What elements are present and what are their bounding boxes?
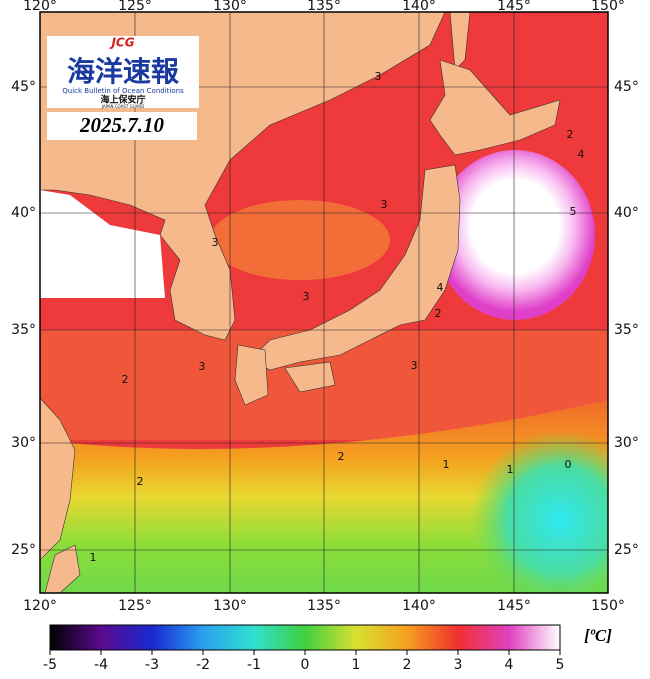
contour-label: 4 xyxy=(437,281,444,294)
lat-label-left: 35° xyxy=(11,322,36,338)
land xyxy=(40,397,76,561)
land xyxy=(449,12,471,71)
lon-label-bottom: 120° xyxy=(23,598,57,614)
colorbar-tick-label: 2 xyxy=(403,657,412,673)
logo-box xyxy=(47,36,199,108)
colorbar-tick-label: -3 xyxy=(145,657,159,673)
contour-label: 1 xyxy=(507,463,514,476)
lat-label-left: 40° xyxy=(11,205,36,221)
lat-label-right: 40° xyxy=(614,205,639,221)
logo-title: 海洋速報 xyxy=(67,55,180,88)
lon-label-top: 140° xyxy=(402,0,436,14)
map-frame xyxy=(39,11,609,594)
lon-label-bottom: 130° xyxy=(213,598,247,614)
colorbar-tick-label: 1 xyxy=(352,657,361,673)
graticule xyxy=(40,12,608,593)
colorbar-tick-label: 5 xyxy=(556,657,565,673)
land xyxy=(234,344,269,406)
lon-label-bottom: 140° xyxy=(402,598,436,614)
contour-label: 2 xyxy=(338,450,345,463)
contour-label: 3 xyxy=(381,198,388,211)
contour-label: 1 xyxy=(90,551,97,564)
contour-label: 3 xyxy=(411,359,418,372)
logo-mark: JCG xyxy=(109,36,134,50)
contour-label: 2 xyxy=(122,373,129,386)
contour-label: 2 xyxy=(435,307,442,320)
contour-label: 3 xyxy=(212,236,219,249)
lon-label-top: 120° xyxy=(23,0,57,14)
logo-subtitle: Quick Bulletin of Ocean Conditions xyxy=(62,87,184,95)
colorbar-tick-label: -4 xyxy=(94,657,108,673)
land xyxy=(429,59,561,156)
colorbar-tick-label: 3 xyxy=(454,657,463,673)
lon-label-bottom: 145° xyxy=(497,598,531,614)
lat-label-left: 25° xyxy=(11,542,36,558)
logo-agency-en: JAPAN COAST GUARD xyxy=(101,104,145,109)
date-box xyxy=(47,112,197,140)
sea xyxy=(435,150,595,320)
sea xyxy=(470,430,608,593)
lon-label-top: 125° xyxy=(118,0,152,14)
date: 2025.7.10 xyxy=(79,113,165,137)
lon-label-top: 145° xyxy=(497,0,531,14)
colorbar xyxy=(49,624,561,651)
colorbar-tick-label: 0 xyxy=(301,657,310,673)
lat-label-left: 30° xyxy=(11,435,36,451)
lon-label-top: 135° xyxy=(307,0,341,14)
contour-label: 2 xyxy=(137,475,144,488)
sea xyxy=(210,200,390,280)
lon-label-bottom: 150° xyxy=(591,598,625,614)
lat-label-right: 30° xyxy=(614,435,639,451)
contour-label: 0 xyxy=(565,458,572,471)
contour-label: 3 xyxy=(375,70,382,83)
lon-label-bottom: 125° xyxy=(118,598,152,614)
colorbar-tick-label: -2 xyxy=(196,657,210,673)
lon-label-bottom: 135° xyxy=(307,598,341,614)
lon-label-top: 150° xyxy=(591,0,625,14)
colorbar-tick-label: 4 xyxy=(505,657,514,673)
contour-label: 3 xyxy=(199,360,206,373)
lat-label-right: 35° xyxy=(614,322,639,338)
land xyxy=(284,361,336,393)
contour-label: 3 xyxy=(303,290,310,303)
contour-label: 4 xyxy=(578,148,585,161)
lat-label-left: 45° xyxy=(11,79,36,95)
land xyxy=(249,164,461,371)
contour-label: 1 xyxy=(443,458,450,471)
land xyxy=(44,544,81,593)
lat-label-right: 25° xyxy=(614,542,639,558)
colorbar-tick-label: -1 xyxy=(247,657,261,673)
contour-label: 2 xyxy=(567,128,574,141)
no-data xyxy=(40,190,165,298)
lat-label-right: 45° xyxy=(614,79,639,95)
colorbar-unit: [ºC] xyxy=(584,626,612,645)
lon-label-top: 130° xyxy=(213,0,247,14)
logo-agency: 海上保安庁 xyxy=(100,94,145,106)
colorbar-tick-label: -5 xyxy=(43,657,57,673)
contour-label: 5 xyxy=(570,205,577,218)
